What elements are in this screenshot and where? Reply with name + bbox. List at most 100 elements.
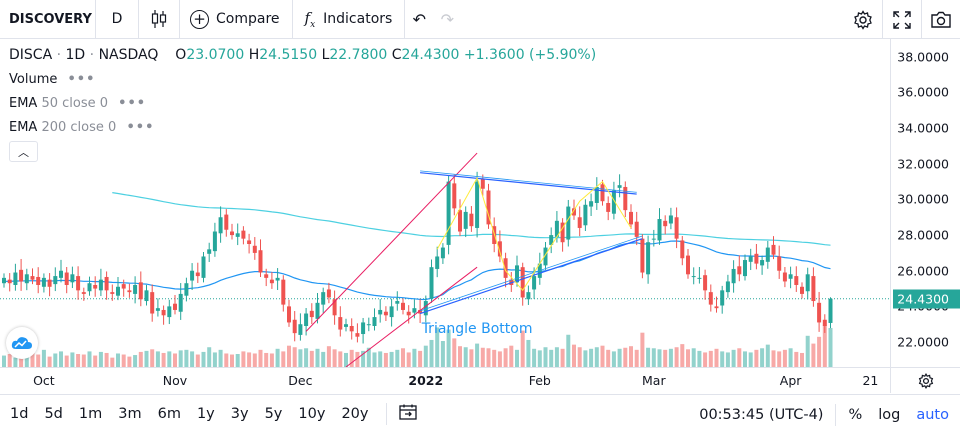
range-button-1m[interactable]: 1m [78,406,103,422]
candle-body [241,230,246,239]
axis-settings-button[interactable] [890,367,960,393]
volume-bar [378,351,383,367]
volume-bar [235,354,240,367]
volume-bar [19,351,24,367]
percent-scale-toggle[interactable]: % [848,406,863,423]
toolbar-divider [138,0,139,39]
compare-button[interactable]: + Compare [180,0,292,39]
undo-button[interactable]: ↶ [405,0,433,39]
candle-body [743,260,747,277]
settings-button[interactable] [844,0,882,39]
volume-bar [144,350,149,367]
candle-body [566,206,571,240]
ema200-line [112,192,831,246]
range-button-10y[interactable]: 10y [298,406,326,422]
range-button-5y[interactable]: 5y [264,406,283,422]
volume-bar [190,351,195,367]
tradingview-logo[interactable] [6,327,38,359]
time-axis[interactable]: Oct Nov Dec 2022 Feb Mar Apr 21 [0,367,890,393]
volume-bar [743,351,747,367]
candle-body [269,279,274,284]
volume-bar [47,356,52,367]
candle-body [532,276,537,290]
volume-bar [646,347,651,367]
auto-scale-toggle[interactable]: auto [916,406,949,423]
volume-bar [782,349,787,367]
volume-bar [480,347,485,367]
volume-bar [218,349,223,367]
candle-body [577,217,582,228]
redo-button[interactable]: ↷ [433,0,461,39]
candle-body [560,222,565,243]
clock-time[interactable]: 00:53:45 (UTC-4) [699,406,824,423]
screenshot-button[interactable] [922,0,960,39]
candle-body [87,283,92,292]
volume-bar [629,346,633,367]
ema200-indicator-row[interactable]: EMA 200 close 0 ••• [9,120,154,135]
range-button-20y[interactable]: 20y [341,406,369,422]
range-button-6m[interactable]: 6m [157,406,181,422]
fullscreen-button[interactable] [883,0,921,39]
range-button-1d[interactable]: 1d [10,406,29,422]
volume-bar [332,349,337,367]
collapse-legend-button[interactable]: ︿ [9,141,38,162]
price-chart[interactable]: Triangle Bottom [0,39,890,367]
volume-bar [520,330,525,367]
volume-bars [2,325,833,367]
time-tick-label: 21 [862,373,879,388]
log-scale-toggle[interactable]: log [878,406,901,423]
candle-body [127,290,132,293]
volume-bar [2,355,6,367]
volume-bar [304,348,309,367]
chart-type-button[interactable] [139,0,179,39]
volume-bar [765,344,770,367]
volume-bar [828,328,833,367]
volume-bar [606,349,611,367]
candle-body [668,215,673,224]
more-icon[interactable]: ••• [118,96,147,111]
volume-bar [577,347,582,367]
volume-indicator-row[interactable]: Volume ••• [9,72,95,87]
legend-dot: · [56,47,66,63]
volume-bar [224,353,229,367]
candlestick-icon [151,10,167,28]
compare-label: Compare [216,11,280,27]
volume-bar [486,348,491,367]
volume-bar [201,351,206,367]
volume-bar [509,345,514,367]
candle-body [264,274,269,278]
volume-bar [344,352,348,367]
range-button-3m[interactable]: 3m [118,406,142,422]
indicators-button[interactable]: fx Indicators [293,0,405,39]
range-button-5d[interactable]: 5d [44,406,63,422]
candle-body [258,250,263,273]
price-axis[interactable]: 38.0000 36.0000 34.0000 32.0000 30.0000 28.00… [890,39,960,367]
range-button-1y[interactable]: 1y [196,406,215,422]
legend-symbol[interactable]: DISCA [9,47,53,63]
more-icon[interactable]: ••• [67,72,96,87]
volume-bar [737,348,742,367]
resistance-trendline [420,172,637,195]
ema50-indicator-row[interactable]: EMA 50 close 0 ••• [9,96,146,111]
volume-bar [30,352,35,367]
volume-bar [116,353,120,367]
volume-bar [543,347,548,367]
range-button-3y[interactable]: 3y [230,406,249,422]
candle-body [275,277,280,281]
candle-body [304,313,309,326]
more-icon[interactable]: ••• [126,120,155,135]
candle-body [383,311,388,316]
interval-button[interactable]: D [111,11,123,27]
price-tick-label: 30.0000 [897,191,949,207]
volume-bar [805,335,810,367]
candle-body [623,186,628,211]
trendlines[interactable] [305,152,643,367]
candle-body [674,217,679,239]
volume-bar [81,354,86,367]
go-to-date-button[interactable] [395,404,421,424]
symbol-search-button[interactable]: DISCOVERY [9,11,92,27]
low-label: L [321,47,330,63]
volume-bar [76,354,81,367]
volume-bar [515,349,519,367]
volume-bar [469,349,474,367]
